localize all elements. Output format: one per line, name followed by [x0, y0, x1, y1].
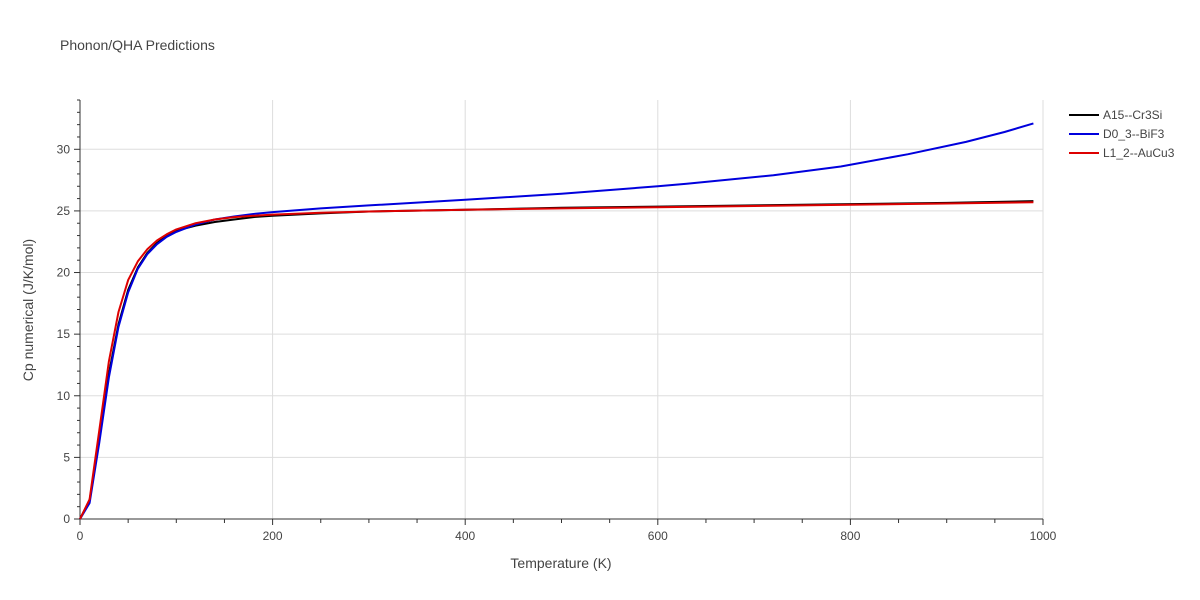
- chart-title: Phonon/QHA Predictions: [60, 37, 215, 53]
- y-tick-label: 25: [57, 204, 71, 218]
- y-tick-label: 0: [63, 512, 70, 526]
- x-tick-label: 200: [263, 529, 283, 543]
- y-tick-label: 30: [57, 142, 71, 156]
- legend-label: A15--Cr3Si: [1103, 108, 1162, 122]
- grid: [80, 100, 1044, 519]
- x-tick-label: 800: [840, 529, 860, 543]
- legend-label: L1_2--AuCu3: [1103, 146, 1175, 160]
- y-tick-label: 5: [63, 450, 70, 464]
- series-line-2[interactable]: [79, 201, 1034, 520]
- x-tick-label: 600: [648, 529, 668, 543]
- y-axis-label: Cp numerical (J/K/mol): [20, 239, 36, 381]
- legend[interactable]: A15--Cr3Si D0_3--BiF3 L1_2--AuCu3: [1069, 108, 1175, 160]
- series-line-1[interactable]: [79, 122, 1034, 520]
- y-tick-label: 20: [57, 266, 71, 280]
- x-axis-label: Temperature (K): [510, 555, 611, 571]
- y-tick-label: 15: [57, 327, 71, 341]
- x-tick-label: 0: [77, 529, 84, 543]
- legend-label: D0_3--BiF3: [1103, 127, 1165, 141]
- legend-item-2[interactable]: L1_2--AuCu3: [1069, 146, 1175, 160]
- plot-area[interactable]: [79, 122, 1034, 520]
- legend-item-0[interactable]: A15--Cr3Si: [1069, 108, 1162, 122]
- series-line-0[interactable]: [79, 200, 1034, 520]
- y-tick-label: 10: [57, 389, 71, 403]
- axes: 0 200 400 600 800 1000 0 5 10 15 20 25 30: [57, 99, 1057, 543]
- legend-item-1[interactable]: D0_3--BiF3: [1069, 127, 1165, 141]
- x-tick-label: 1000: [1030, 529, 1057, 543]
- x-tick-label: 400: [455, 529, 475, 543]
